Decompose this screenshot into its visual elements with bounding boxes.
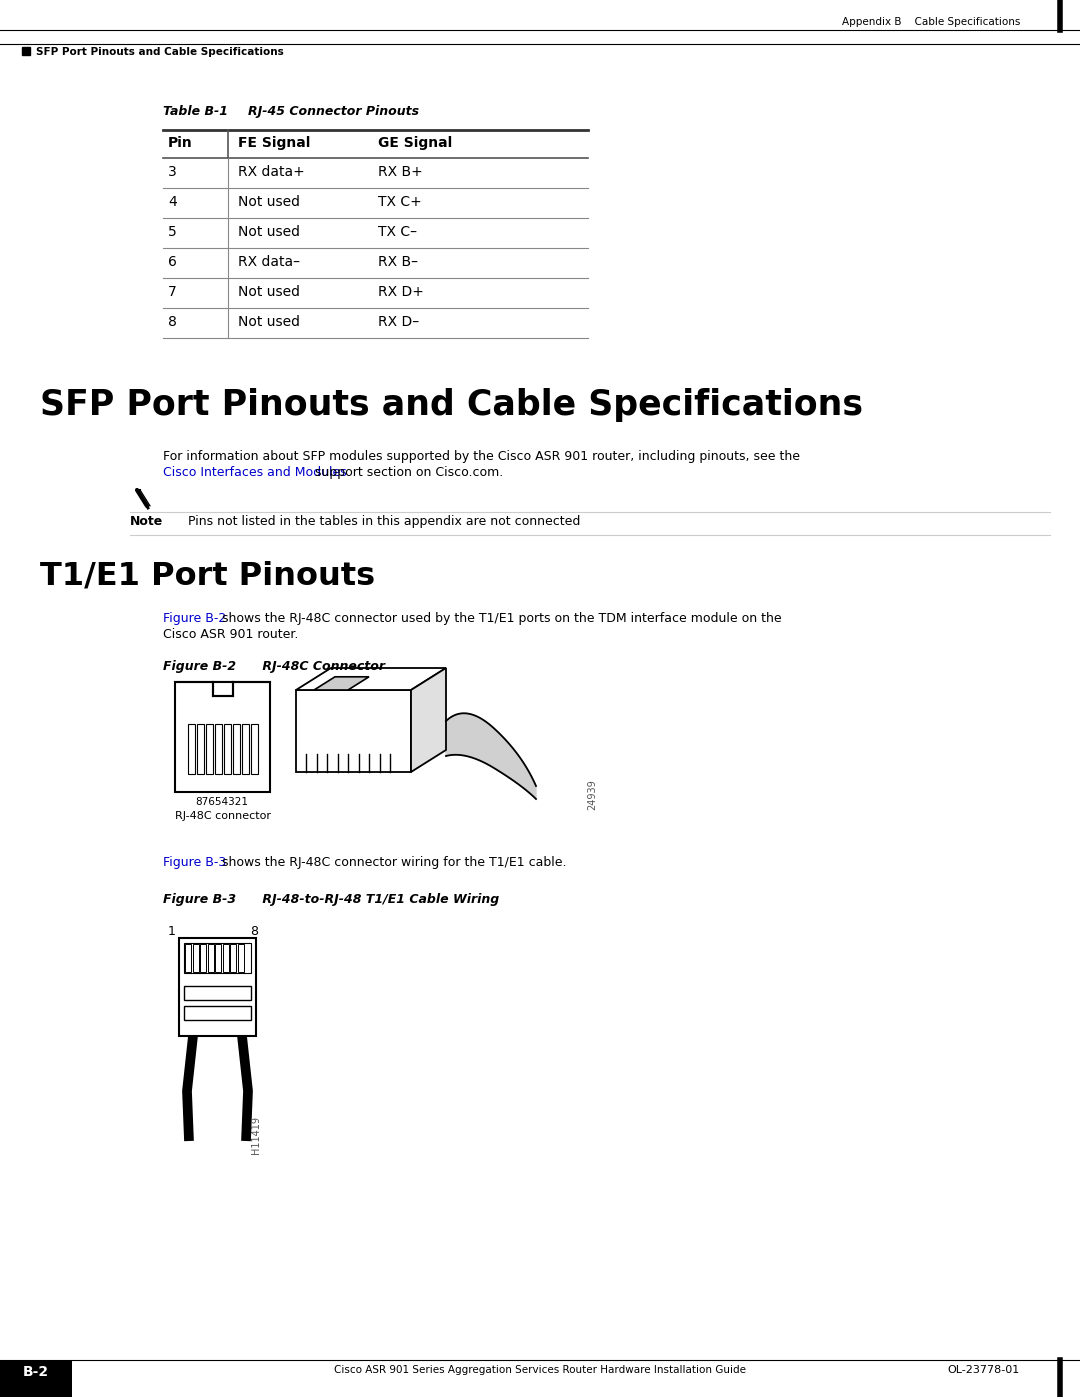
Text: FE Signal: FE Signal — [238, 136, 310, 149]
Bar — [22, 47, 30, 54]
Text: T1/E1 Port Pinouts: T1/E1 Port Pinouts — [40, 560, 375, 591]
Bar — [188, 724, 194, 774]
Text: 24939: 24939 — [588, 780, 597, 810]
Text: 6: 6 — [168, 256, 177, 270]
Text: 5: 5 — [168, 225, 177, 239]
Text: TX C+: TX C+ — [378, 196, 422, 210]
Text: Cisco ASR 901 router.: Cisco ASR 901 router. — [163, 629, 298, 641]
Text: Not used: Not used — [238, 196, 300, 210]
Bar — [215, 944, 221, 972]
Text: B-2: B-2 — [23, 1365, 49, 1379]
Text: RJ-48C connector: RJ-48C connector — [175, 812, 271, 821]
Bar — [179, 937, 256, 1037]
Polygon shape — [314, 676, 369, 690]
Bar — [175, 682, 270, 792]
Text: Figure B-3: Figure B-3 — [163, 856, 226, 869]
Text: 1: 1 — [168, 925, 176, 937]
Text: RJ-45 Connector Pinouts: RJ-45 Connector Pinouts — [248, 105, 419, 117]
Bar — [213, 682, 232, 696]
Text: Pin: Pin — [168, 136, 192, 149]
Text: RX B–: RX B– — [378, 256, 418, 270]
Text: RX data–: RX data– — [238, 256, 300, 270]
Bar — [242, 724, 248, 774]
Text: 7: 7 — [168, 285, 177, 299]
Text: 8: 8 — [168, 314, 177, 330]
Text: Cisco ASR 901 Series Aggregation Services Router Hardware Installation Guide: Cisco ASR 901 Series Aggregation Service… — [334, 1365, 746, 1375]
Text: Not used: Not used — [238, 285, 300, 299]
Text: SFP Port Pinouts and Cable Specifications: SFP Port Pinouts and Cable Specification… — [40, 388, 863, 422]
Text: Figure B-3      RJ-48-to-RJ-48 T1/E1 Cable Wiring: Figure B-3 RJ-48-to-RJ-48 T1/E1 Cable Wi… — [163, 893, 499, 907]
Text: Figure B-2      RJ-48C Connector: Figure B-2 RJ-48C Connector — [163, 659, 384, 673]
Text: support section on Cisco.com.: support section on Cisco.com. — [311, 467, 503, 479]
Bar — [200, 944, 206, 972]
Text: shows the RJ-48C connector used by the T1/E1 ports on the TDM interface module o: shows the RJ-48C connector used by the T… — [218, 612, 782, 624]
Bar — [296, 690, 411, 773]
Text: Cisco Interfaces and Modules: Cisco Interfaces and Modules — [163, 467, 347, 479]
Text: RX B+: RX B+ — [378, 165, 422, 179]
Text: Table B-1: Table B-1 — [163, 105, 228, 117]
Bar — [0, 1361, 72, 1397]
Bar — [222, 944, 229, 972]
Text: RX D+: RX D+ — [378, 285, 423, 299]
Text: RX data+: RX data+ — [238, 165, 305, 179]
Text: shows the RJ-48C connector wiring for the T1/E1 cable.: shows the RJ-48C connector wiring for th… — [218, 856, 567, 869]
Bar — [184, 943, 251, 972]
Bar — [224, 724, 230, 774]
Bar — [232, 724, 240, 774]
Text: Pins not listed in the tables in this appendix are not connected: Pins not listed in the tables in this ap… — [188, 515, 580, 528]
Text: RX D–: RX D– — [378, 314, 419, 330]
Text: 4: 4 — [168, 196, 177, 210]
Bar — [197, 724, 203, 774]
Text: 87654321: 87654321 — [195, 798, 248, 807]
Text: Appendix B    Cable Specifications: Appendix B Cable Specifications — [841, 17, 1020, 27]
Text: H11419: H11419 — [251, 1116, 261, 1154]
Polygon shape — [446, 714, 536, 799]
Bar — [215, 724, 221, 774]
Text: GE Signal: GE Signal — [378, 136, 453, 149]
Bar — [230, 944, 237, 972]
Bar — [205, 724, 213, 774]
Bar — [192, 944, 199, 972]
Text: 8: 8 — [249, 925, 258, 937]
Bar — [238, 944, 243, 972]
Polygon shape — [411, 668, 446, 773]
Text: For information about SFP modules supported by the Cisco ASR 901 router, includi: For information about SFP modules suppor… — [163, 450, 800, 462]
Text: Note: Note — [130, 515, 163, 528]
Text: Not used: Not used — [238, 225, 300, 239]
Text: 3: 3 — [168, 165, 177, 179]
Text: Not used: Not used — [238, 314, 300, 330]
Text: SFP Port Pinouts and Cable Specifications: SFP Port Pinouts and Cable Specification… — [36, 47, 284, 57]
Bar — [184, 1006, 251, 1020]
Bar — [184, 986, 251, 1000]
Bar — [207, 944, 214, 972]
Bar — [185, 944, 191, 972]
Text: OL-23778-01: OL-23778-01 — [948, 1365, 1020, 1375]
Bar — [251, 724, 257, 774]
Polygon shape — [296, 668, 446, 690]
Text: TX C–: TX C– — [378, 225, 417, 239]
Text: Figure B-2: Figure B-2 — [163, 612, 226, 624]
